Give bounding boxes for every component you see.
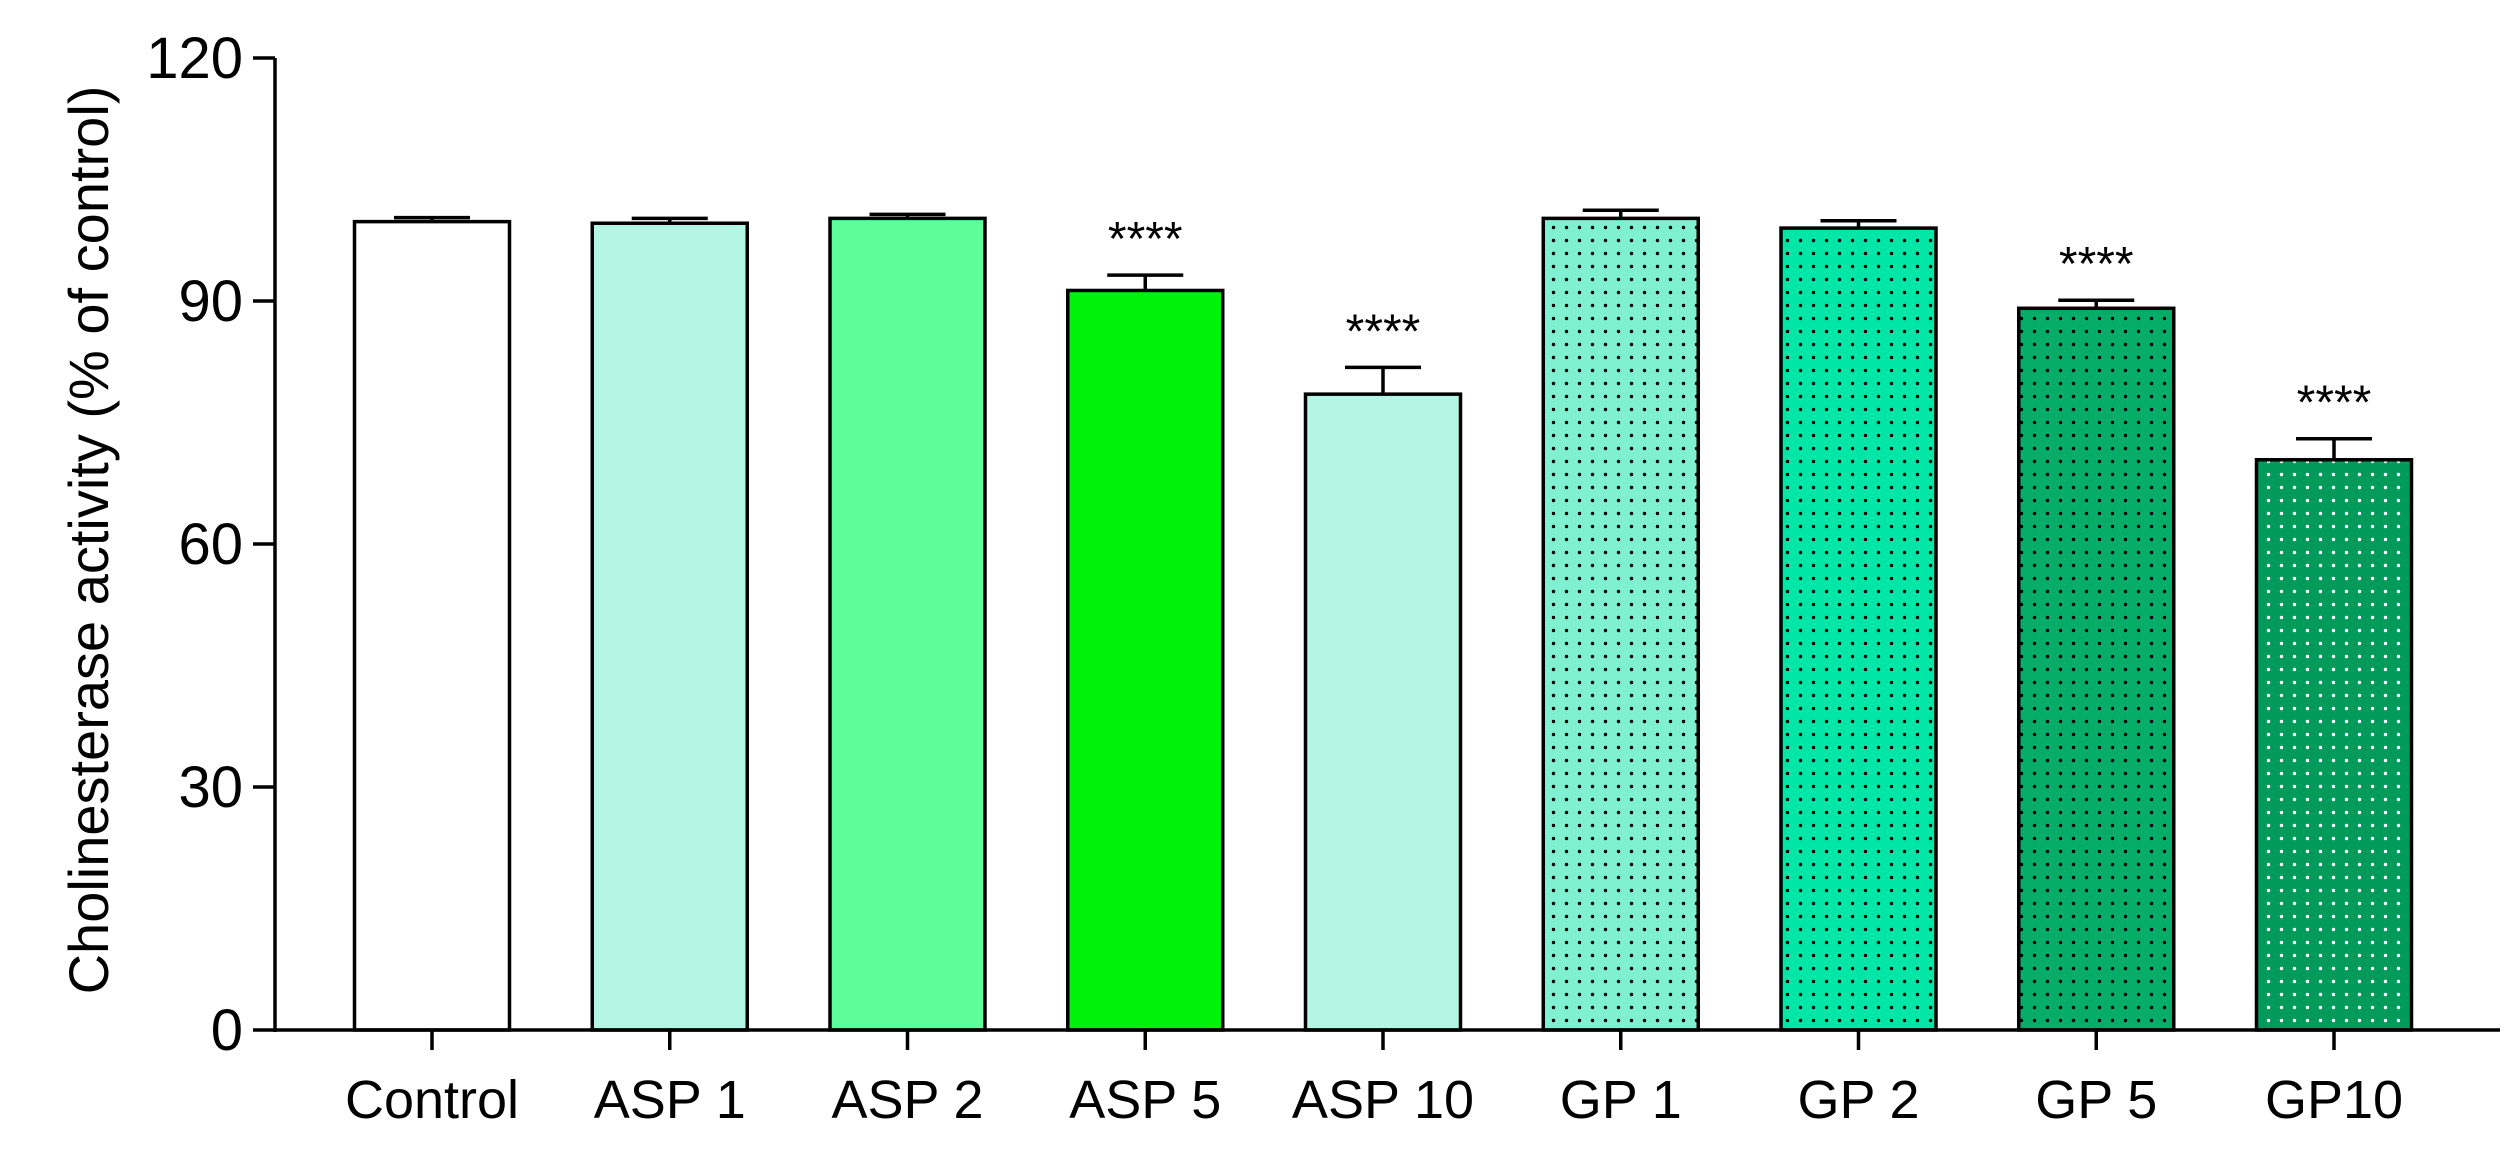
significance-group: **** **** **** **** [1108, 213, 2371, 430]
significance-label: **** [1346, 305, 1421, 358]
significance-label: **** [2297, 377, 2372, 430]
x-tick-label: GP 5 [2035, 1070, 2157, 1130]
x-tick-label: GP 1 [1560, 1070, 1682, 1130]
bar-gp-2 [1779, 226, 1938, 1032]
y-axis-label: Cholinesterase activity (% of control) [57, 86, 120, 995]
x-tick-label: ASP 1 [594, 1070, 746, 1130]
x-tick-label: ASP 10 [1292, 1070, 1474, 1130]
bar-asp-2 [828, 216, 987, 1032]
bar-asp-1 [590, 221, 749, 1032]
x-tick-label: Control [345, 1070, 519, 1130]
y-axis: 0 30 60 90 120 [146, 26, 277, 1063]
x-tick-label: GP 2 [1797, 1070, 1919, 1130]
y-tick-label: 90 [178, 269, 243, 334]
significance-label: **** [2059, 238, 2134, 291]
y-tick-label: 30 [178, 755, 243, 820]
error-bars-group [394, 208, 2372, 460]
bar-asp-5 [1066, 288, 1225, 1032]
x-tick-label: ASP 2 [831, 1070, 983, 1130]
bar-gp10 [2254, 458, 2414, 1032]
y-tick-label: 60 [178, 512, 243, 577]
bar-gp-5 [2017, 306, 2176, 1032]
y-tick-label: 0 [211, 998, 243, 1063]
bar-control [352, 219, 512, 1032]
significance-label: **** [1108, 213, 1183, 266]
bar-gp-1 [1541, 216, 1700, 1032]
bars-group [352, 216, 2414, 1032]
x-axis: Control ASP 1 ASP 2 ASP 5 ASP 10 GP 1 GP 2 GP 5… [275, 1028, 2500, 1130]
x-tick-label: ASP 5 [1069, 1070, 1221, 1130]
y-tick-label: 120 [146, 26, 243, 91]
bar-asp-10 [1303, 392, 1463, 1032]
x-tick-label: GP10 [2265, 1070, 2403, 1130]
